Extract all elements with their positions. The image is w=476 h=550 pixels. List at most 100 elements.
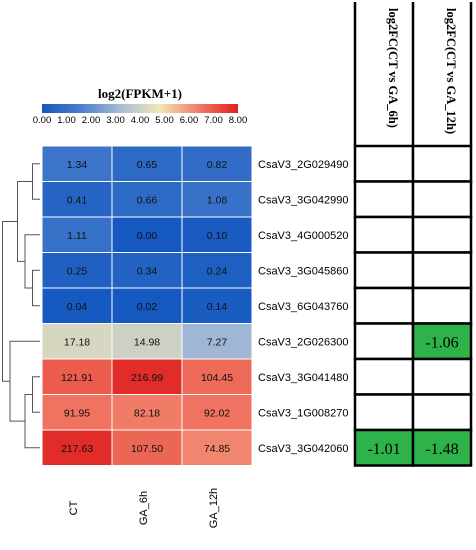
heatmap-cell-value: 7.27 [207, 336, 228, 348]
heatmap-cell [111, 181, 183, 218]
colorbar-ticks: 0.00 1.00 2.00 3.00 4.00 5.00 6.00 7.00 8.00 [33, 115, 248, 126]
heatmap-cell-value: 216.99 [131, 372, 163, 384]
column-label: CT [68, 500, 80, 515]
fc-column-header: log2FC(CT vs GA_6h) [386, 8, 400, 128]
fc-cell [411, 286, 473, 325]
heatmap-cell [41, 145, 113, 182]
gene-label: CsaV3_2G029490 [258, 159, 349, 171]
row-labels: CsaV3_2G029490 CsaV3_3G042990 CsaV3_4G0005… [258, 159, 349, 455]
heatmap-cell-value: 0.14 [207, 301, 228, 313]
heatmap-cell [181, 323, 253, 360]
colorbar-tick-label: 6.00 [180, 115, 199, 126]
heatmap-cell [181, 287, 253, 324]
colorbar-tick-label: 2.00 [82, 115, 101, 126]
heatmap-cell-value: 1.34 [67, 159, 88, 171]
colorbar-title: log2(FPKM+1) [98, 86, 182, 101]
gene-label: CsaV3_2G026300 [258, 336, 349, 348]
gene-label: CsaV3_1G008270 [258, 407, 349, 419]
fc-cell-value: -1.01 [367, 441, 400, 458]
colorbar-tick-label: 0.00 [33, 115, 52, 126]
fc-cell [353, 180, 415, 219]
colorbar-tick-label: 5.00 [155, 115, 174, 126]
heatmap-cell-value: 14.98 [134, 336, 160, 348]
fc-cell [353, 357, 415, 396]
heatmap-cells: 1.34 0.65 0.82 0.41 0.66 1.08 1.11 0.00 0.10 0.25… [41, 145, 253, 466]
heatmap-cell-value: 0.34 [137, 265, 158, 277]
heatmap-cell [111, 429, 183, 466]
heatmap-cell-value: 0.02 [137, 301, 158, 313]
dendrogram-branch [32, 269, 40, 307]
column-label: GA_6h [138, 491, 150, 525]
colorbar [42, 104, 238, 113]
heatmap-cell [111, 323, 183, 360]
heatmap-cell-value: 0.04 [67, 301, 88, 313]
heatmap-cell-value: 0.25 [67, 265, 88, 277]
heatmap-cell [111, 252, 183, 289]
colorbar-tick-label: 3.00 [106, 115, 125, 126]
heatmap-cell-value: 82.18 [134, 407, 160, 419]
heatmap-cell-value: 0.10 [207, 230, 228, 242]
gene-label: CsaV3_3G045860 [258, 265, 349, 277]
heatmap-cell-value: 92.02 [204, 407, 230, 419]
gene-label: CsaV3_3G042060 [258, 443, 349, 455]
heatmap-cell-value: 74.85 [204, 443, 230, 455]
row-dendrogram [2, 163, 40, 449]
fc-cell [353, 286, 415, 325]
heatmap-cell-value: 0.24 [207, 265, 228, 277]
fc-cell [353, 393, 415, 432]
gene-label: CsaV3_3G041480 [258, 372, 349, 384]
gene-label: CsaV3_6G043760 [258, 301, 349, 313]
fc-cell [353, 322, 415, 361]
heatmap-cell [41, 394, 113, 431]
colorbar-tick-label: 4.00 [131, 115, 150, 126]
gene-label: CsaV3_3G042990 [258, 194, 349, 206]
heatmap-cell [41, 323, 113, 360]
fc-cell [353, 251, 415, 290]
heatmap-cell-value: 121.91 [61, 372, 93, 384]
colorbar-tick-label: 7.00 [204, 115, 223, 126]
dendrogram-branch [2, 220, 18, 382]
dendrogram-branch [32, 376, 40, 413]
fc-table-headers: log2FC(CT vs GA_6h) log2FC(CT vs GA_12h) [353, 2, 473, 146]
heatmap-cell-value: 0.65 [137, 159, 158, 171]
gene-label: CsaV3_4G000520 [258, 230, 349, 242]
heatmap-cell [181, 181, 253, 218]
fc-cell-value: -1.48 [425, 441, 458, 458]
heatmap-cell [181, 429, 253, 466]
fc-cell [353, 144, 415, 183]
fc-cell [411, 393, 473, 432]
fc-cell [411, 251, 473, 290]
heatmap-cell-value: 91.95 [64, 407, 90, 419]
fc-cell [411, 428, 473, 467]
heatmap-cell [41, 429, 113, 466]
heatmap-cell [41, 216, 113, 253]
fc-cell [411, 357, 473, 396]
heatmap-cell [41, 358, 113, 395]
heatmap-cell-value: 1.08 [207, 194, 228, 206]
fc-cell [411, 180, 473, 219]
column-labels: CT GA_6h GA_12h [68, 488, 220, 528]
heatmap-cell-value: 0.66 [137, 194, 158, 206]
heatmap-cell [181, 358, 253, 395]
heatmap-cell-value: 107.50 [131, 443, 163, 455]
fc-cell [353, 215, 415, 254]
heatmap-cell-value: 1.11 [67, 230, 87, 242]
heatmap-cell-value: 0.41 [67, 194, 88, 206]
heatmap-cell [181, 252, 253, 289]
heatmap-cell [181, 145, 253, 182]
heatmap-cell-value: 0.00 [137, 230, 158, 242]
column-label: GA_12h [208, 488, 220, 528]
heatmap-cell-value: 104.45 [201, 372, 233, 384]
heatmap-cell-value: 217.63 [61, 443, 93, 455]
fc-cell [411, 215, 473, 254]
fc-table: -1.06 -1.01 -1.48 [353, 144, 473, 467]
fc-cell-value: -1.06 [425, 334, 458, 351]
fc-cell [411, 144, 473, 183]
colorbar-tick-label: 1.00 [57, 115, 76, 126]
heatmap-cell [41, 287, 113, 324]
heatmap-cell [181, 216, 253, 253]
colorbar-tick-label: 8.00 [229, 115, 248, 126]
heatmap-cell-value: 17.18 [64, 336, 90, 348]
fc-column-header: log2FC(CT vs GA_12h) [444, 8, 458, 134]
